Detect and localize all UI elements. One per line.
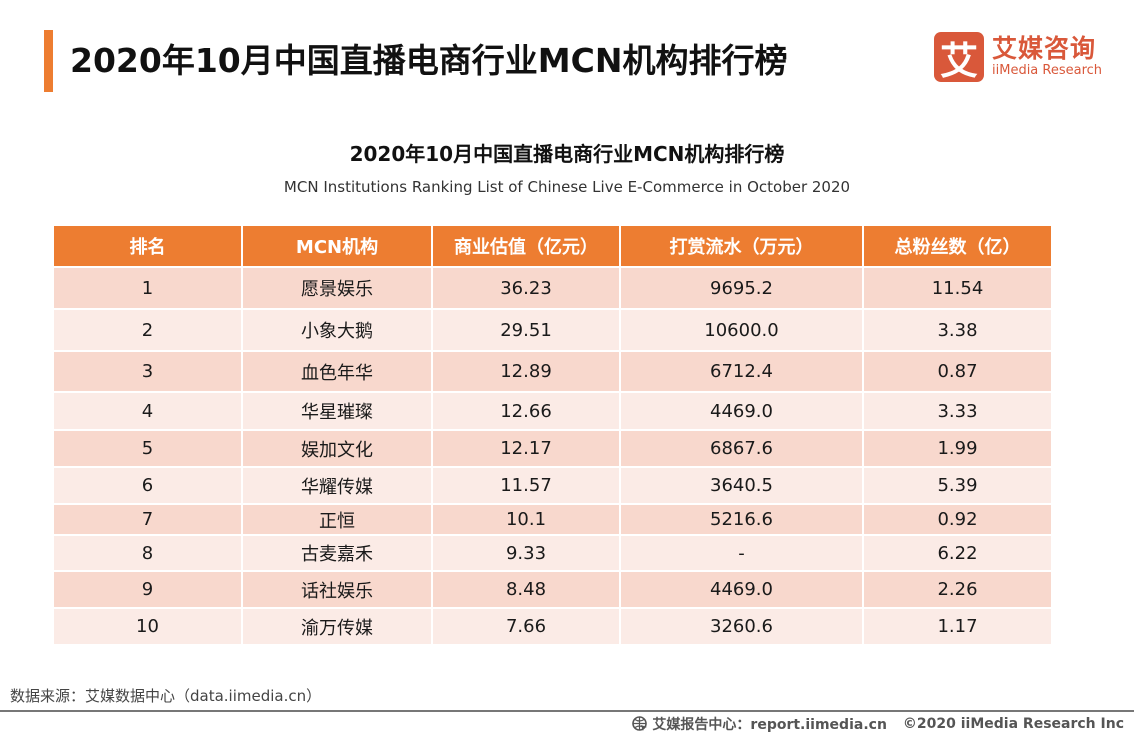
table-cell: 4469.0 xyxy=(619,570,864,609)
table-cell: 7 xyxy=(52,503,243,536)
table-cell: 12.66 xyxy=(431,391,621,431)
table-row: 9 话社娱乐 8.48 4469.0 2.26 xyxy=(52,570,1053,609)
column-header: 排名 xyxy=(52,224,243,268)
table-row: 7 正恒 10.1 5216.6 0.92 xyxy=(52,503,1053,536)
table-cell: 6.22 xyxy=(862,534,1053,572)
table-cell: 正恒 xyxy=(241,503,433,536)
table-cell: 血色年华 xyxy=(241,350,433,393)
table-cell: 4469.0 xyxy=(619,391,864,431)
table-cell: 渝万传媒 xyxy=(241,607,433,646)
logo-cn: 艾媒咨询 xyxy=(992,34,1097,63)
table-cell: 10 xyxy=(52,607,243,646)
table-row: 1 愿景娱乐 36.23 9695.2 11.54 xyxy=(52,266,1053,310)
footer: 艾媒报告中心：report.iimedia.cn ©2020 iiMedia R… xyxy=(632,714,1124,734)
table-cell: 36.23 xyxy=(431,266,621,310)
table-cell: 3.38 xyxy=(862,308,1053,352)
logo-mark-icon: 艾 xyxy=(934,32,984,83)
copyright: ©2020 iiMedia Research Inc xyxy=(902,716,1124,732)
table-cell: 11.57 xyxy=(431,466,621,505)
table-cell: 3640.5 xyxy=(619,466,864,505)
footer-divider xyxy=(0,710,1134,712)
globe-cursor-icon xyxy=(632,716,648,731)
table-cell: 2.26 xyxy=(862,570,1053,609)
table-cell: 2 xyxy=(52,308,243,352)
table-cell: 5 xyxy=(52,429,243,468)
table-cell: 古麦嘉禾 xyxy=(241,534,433,572)
table-subtitle: MCN Institutions Ranking List of Chinese… xyxy=(283,178,851,196)
table-cell: 3.33 xyxy=(862,391,1053,431)
table-cell: 12.89 xyxy=(431,350,621,393)
table-cell: 6 xyxy=(52,466,243,505)
table-cell: 7.66 xyxy=(431,607,621,646)
table-cell: 9695.2 xyxy=(619,266,864,310)
table-row: 5 娱加文化 12.17 6867.6 1.99 xyxy=(52,429,1053,468)
table-cell: 0.87 xyxy=(862,350,1053,393)
table-row: 8 古麦嘉禾 9.33-6.22 xyxy=(52,534,1053,572)
column-header: 总粉丝数（亿） xyxy=(862,224,1053,268)
report-link[interactable]: 艾媒报告中心：report.iimedia.cn xyxy=(652,717,887,733)
table-cell: 华星璀璨 xyxy=(241,391,433,431)
table-row: 2 小象大鹅 29.51 10600.0 3.38 xyxy=(52,308,1053,352)
ranking-table: 排名 MCN机构 商业估值（亿元） 打赏流水（万元） 总粉丝数（亿） 1 愿景娱乐 36.2… xyxy=(52,224,1053,646)
logo-en: iiMedia Research xyxy=(992,63,1103,78)
column-header: 商业估值（亿元） xyxy=(431,224,621,268)
table-cell: 10.1 xyxy=(431,503,621,536)
column-header: 打赏流水（万元） xyxy=(619,224,864,268)
title-accent-bar xyxy=(44,30,53,92)
data-source: 数据来源：艾媒数据中心（data.iimedia.cn） xyxy=(10,687,322,705)
table-cell: 1.99 xyxy=(862,429,1053,468)
table-cell: 6867.6 xyxy=(619,429,864,468)
table-cell: 5216.6 xyxy=(619,503,864,536)
table-row: 6 华耀传媒 11.57 3640.5 5.39 xyxy=(52,466,1053,505)
table-cell: 3260.6 xyxy=(619,607,864,646)
column-header: MCN机构 xyxy=(241,224,433,268)
table-cell: 娱加文化 xyxy=(241,429,433,468)
table-row: 10 渝万传媒 7.66 3260.6 1.17 xyxy=(52,607,1053,646)
table-cell: 9.33 xyxy=(431,534,621,572)
table-cell: 华耀传媒 xyxy=(241,466,433,505)
table-cell: 1 xyxy=(52,266,243,310)
table-cell: 6712.4 xyxy=(619,350,864,393)
table-row: 4 华星璀璨 12.66 4469.0 3.33 xyxy=(52,391,1053,431)
table-cell: 12.17 xyxy=(431,429,621,468)
table-cell: 8.48 xyxy=(431,570,621,609)
table-row: 3 血色年华 12.89 6712.4 0.87 xyxy=(52,350,1053,393)
table-cell: 11.54 xyxy=(862,266,1053,310)
table-cell: 1.17 xyxy=(862,607,1053,646)
table-cell: 3 xyxy=(52,350,243,393)
table-cell: 小象大鹅 xyxy=(241,308,433,352)
table-cell: 4 xyxy=(52,391,243,431)
table-cell: 愿景娱乐 xyxy=(241,266,433,310)
table-cell: - xyxy=(619,534,864,572)
table-cell: 5.39 xyxy=(862,466,1053,505)
table-cell: 话社娱乐 xyxy=(241,570,433,609)
table-cell: 9 xyxy=(52,570,243,609)
page-title: 2020年10月中国直播电商行业MCN机构排行榜 xyxy=(70,41,788,80)
table-title: 2020年10月中国直播电商行业MCN机构排行榜 xyxy=(349,142,785,166)
logo: 艾 艾媒咨询 iiMedia Research xyxy=(934,32,1103,83)
table-cell: 0.92 xyxy=(862,503,1053,536)
table-cell: 10600.0 xyxy=(619,308,864,352)
table-cell: 8 xyxy=(52,534,243,572)
table-cell: 29.51 xyxy=(431,308,621,352)
